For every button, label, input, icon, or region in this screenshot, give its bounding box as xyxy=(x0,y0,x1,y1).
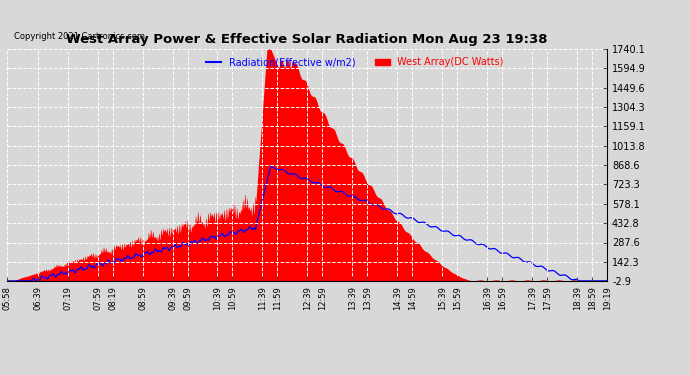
Legend: Radiation(Effective w/m2), West Array(DC Watts): Radiation(Effective w/m2), West Array(DC… xyxy=(203,54,508,71)
Text: Copyright 2021 Cartronics.com: Copyright 2021 Cartronics.com xyxy=(14,32,145,41)
Title: West Array Power & Effective Solar Radiation Mon Aug 23 19:38: West Array Power & Effective Solar Radia… xyxy=(66,33,548,46)
